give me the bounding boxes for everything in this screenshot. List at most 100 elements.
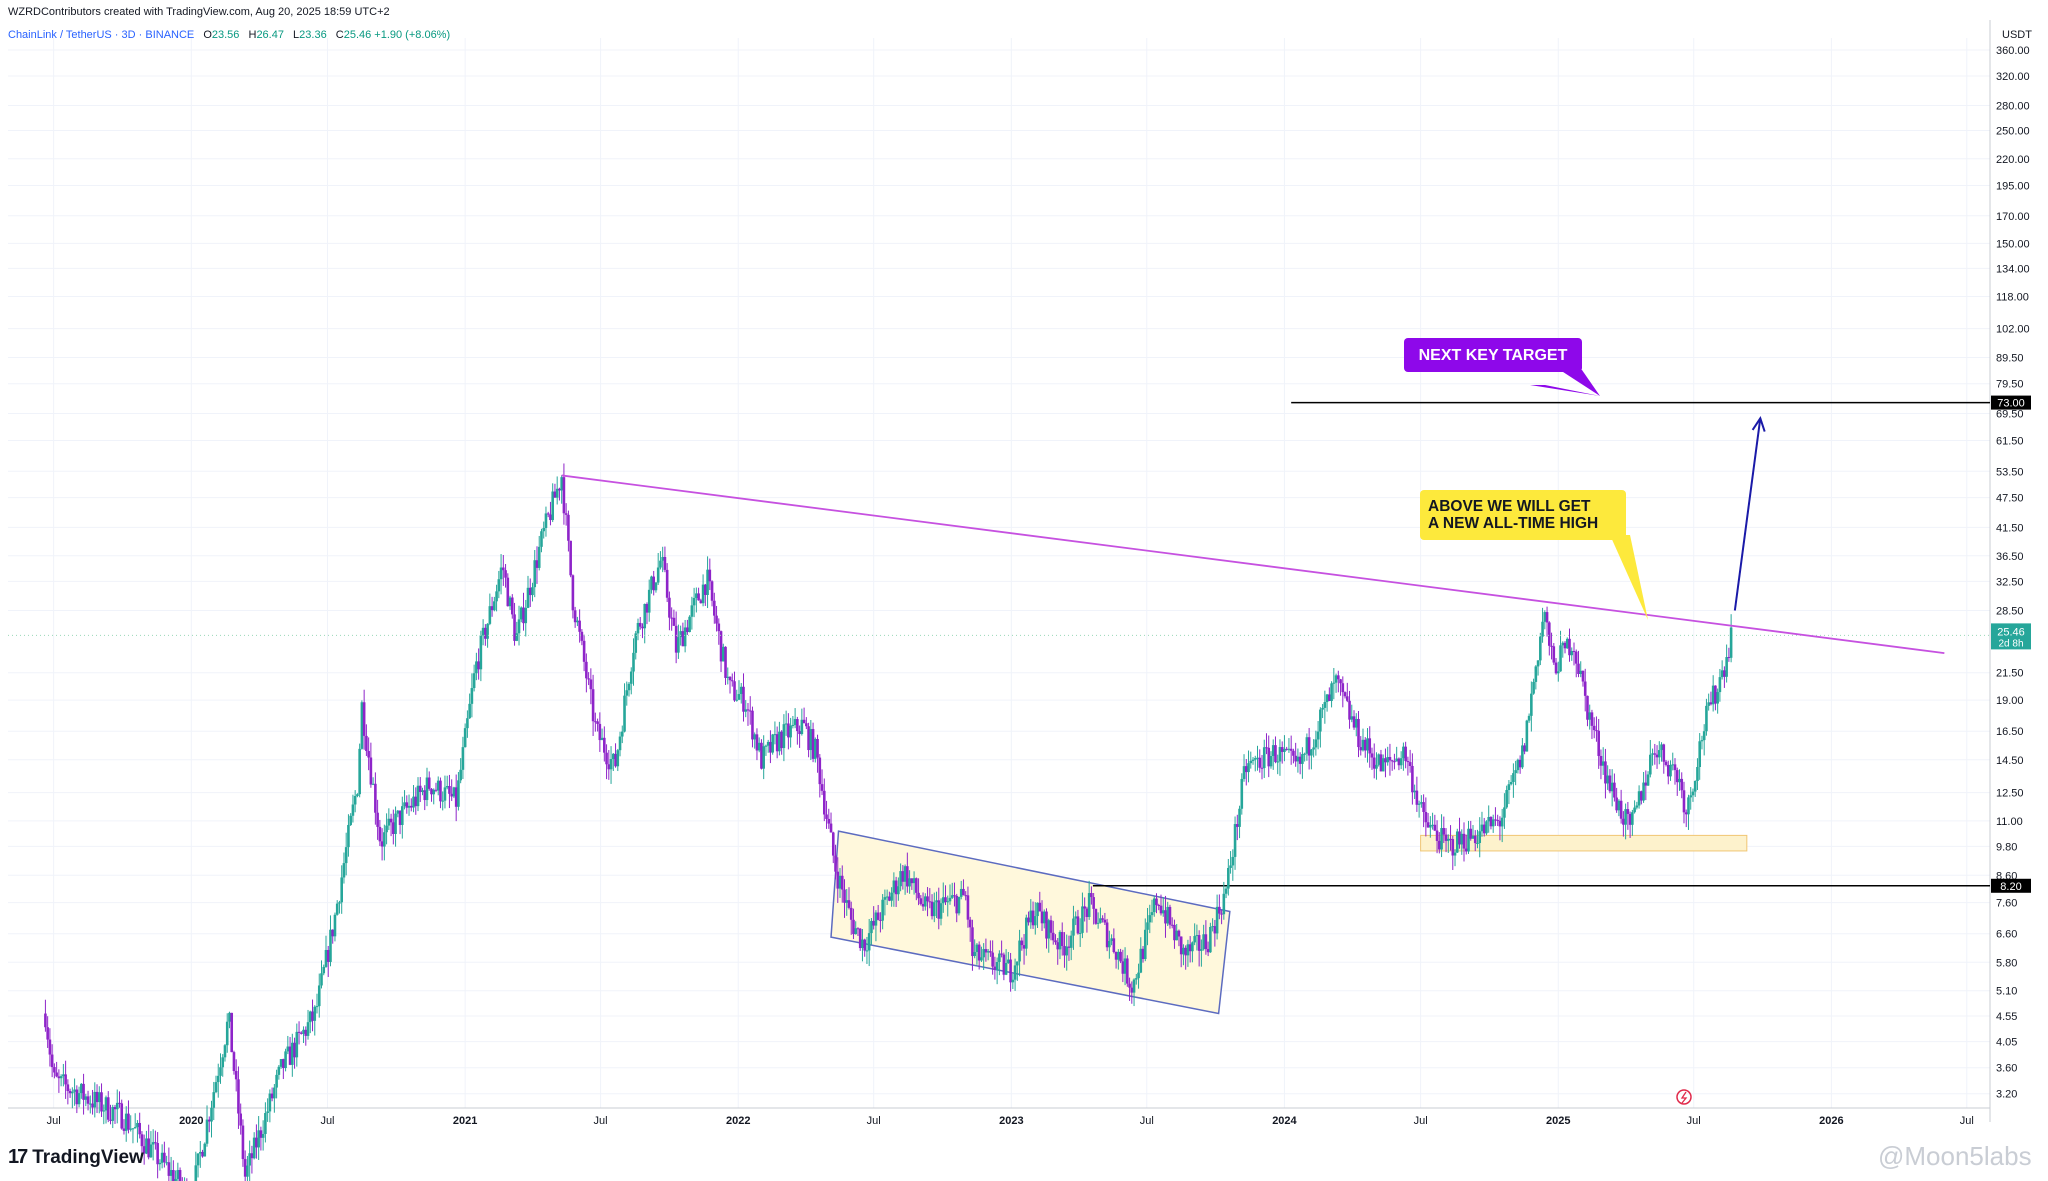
candle-body xyxy=(55,1072,58,1077)
candle-body xyxy=(1527,715,1531,721)
x-tick-label: Jul xyxy=(594,1115,608,1127)
candle-body xyxy=(1581,670,1585,682)
candle-body xyxy=(510,597,514,615)
candle-body xyxy=(697,593,700,601)
candle-body xyxy=(567,514,570,541)
candle-body xyxy=(915,878,918,893)
candle-body xyxy=(1516,759,1520,771)
candle-body xyxy=(196,1153,200,1166)
candle-body xyxy=(1195,935,1199,937)
candle-body xyxy=(733,681,736,701)
candle-body xyxy=(1130,987,1134,993)
candle-body xyxy=(652,576,656,591)
candle-body xyxy=(1640,791,1643,801)
candle-body xyxy=(719,631,723,662)
candle-body xyxy=(1150,912,1154,916)
target-callout-pointer xyxy=(1530,385,1600,396)
x-tick-label: Jul xyxy=(1960,1115,1974,1127)
candle-body xyxy=(780,731,783,749)
candle-body xyxy=(609,759,613,770)
candle-body xyxy=(1224,888,1228,894)
candle-body xyxy=(154,1142,157,1144)
symbol-name[interactable]: ChainLink / TetherUS · 3D · BINANCE xyxy=(8,29,195,41)
candle-body xyxy=(1487,816,1491,822)
candle-body xyxy=(367,751,370,758)
candle-body xyxy=(858,928,862,949)
candle-body xyxy=(591,689,595,722)
candle-body xyxy=(1420,802,1423,804)
candle-body xyxy=(59,1076,63,1079)
candle-body xyxy=(865,950,869,952)
candle-body xyxy=(1132,979,1136,993)
candle-body xyxy=(338,902,341,904)
candle-body xyxy=(1368,738,1372,754)
y-tick-label: 360.00 xyxy=(1996,45,2030,57)
candle-body xyxy=(1002,954,1006,975)
candle-body xyxy=(82,1083,85,1100)
candle-body xyxy=(879,919,882,921)
tradingview-logo-icon: 17 xyxy=(8,1146,28,1168)
symbol-legend[interactable]: ChainLink / TetherUS · 3D · BINANCE O 23.… xyxy=(8,29,450,41)
candle-body xyxy=(870,920,873,934)
candle-body xyxy=(1433,824,1437,831)
ohlc-open-label: O xyxy=(203,29,212,41)
candle-body xyxy=(1716,692,1719,704)
candle-body xyxy=(1462,833,1466,849)
candle-body xyxy=(136,1122,139,1128)
candle-body xyxy=(1402,746,1405,759)
ohlc-high: 26.47 xyxy=(256,29,284,41)
candle-body xyxy=(1310,749,1313,756)
candle-body xyxy=(1680,778,1684,791)
candle-body xyxy=(48,1039,52,1055)
candle-body xyxy=(255,1137,258,1148)
candle-body xyxy=(888,896,891,901)
candle-body xyxy=(1345,696,1349,701)
candle-body xyxy=(937,900,941,919)
candle-body xyxy=(1054,940,1057,943)
candle-body xyxy=(127,1113,130,1130)
candle-body xyxy=(1139,948,1143,973)
candle-body xyxy=(966,895,970,920)
candle-body xyxy=(1440,828,1443,850)
candle-body xyxy=(560,477,563,491)
candle-body xyxy=(1038,902,1042,912)
candle-body xyxy=(331,929,335,937)
y-tick-label: 9.80 xyxy=(1996,841,2017,853)
candle-body xyxy=(288,1046,292,1065)
candle-body xyxy=(861,939,864,949)
candle-body xyxy=(582,640,586,662)
candle-body xyxy=(1155,898,1158,906)
candle-body xyxy=(903,866,907,882)
candle-body xyxy=(221,1057,225,1068)
candle-body xyxy=(924,896,927,907)
candle-body xyxy=(724,646,727,678)
y-tick-label: 16.50 xyxy=(1996,726,2024,738)
candle-body xyxy=(1354,718,1358,728)
candle-body xyxy=(1253,758,1257,760)
candle-body xyxy=(1047,920,1051,939)
candle-body xyxy=(984,949,988,953)
ohlc-low: 23.36 xyxy=(299,29,327,41)
candle-body xyxy=(1319,709,1322,732)
candle-body xyxy=(650,576,653,590)
candle-body xyxy=(701,584,705,604)
candle-body xyxy=(1622,818,1625,825)
candle-body xyxy=(1227,867,1230,889)
y-tick-label: 32.50 xyxy=(1996,576,2024,588)
candle-body xyxy=(1714,685,1717,704)
candle-body xyxy=(1229,865,1232,868)
candle-body xyxy=(576,620,579,623)
candle-body xyxy=(778,731,781,752)
candle-body xyxy=(1599,755,1603,766)
level-tag-label: 8.20 xyxy=(2000,881,2021,893)
candle-body xyxy=(1388,757,1392,761)
candle-body xyxy=(131,1128,135,1130)
candle-body xyxy=(721,646,725,662)
candle-body xyxy=(614,753,617,767)
tradingview-logo[interactable]: 17 TradingView xyxy=(8,1146,144,1169)
candle-body xyxy=(926,896,929,902)
candle-body xyxy=(66,1084,70,1092)
candle-body xyxy=(1673,764,1677,771)
candle-body xyxy=(129,1128,133,1130)
